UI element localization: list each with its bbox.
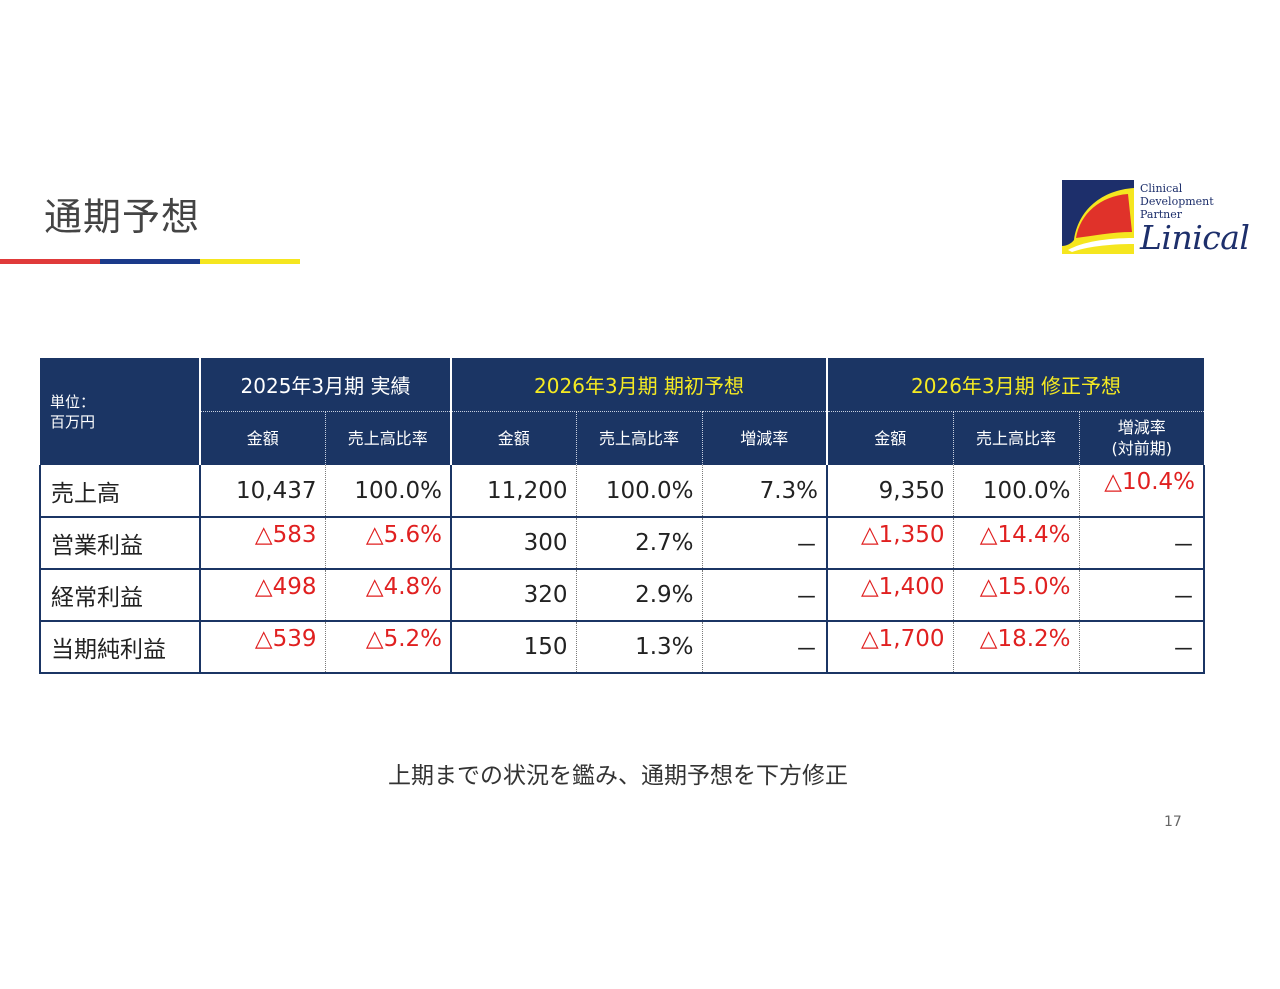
- logo-tagline-line: Clinical: [1140, 182, 1183, 195]
- table-cell: 10,437: [200, 465, 325, 518]
- subheader-change-rate: 増減率: [701, 411, 828, 465]
- table-cell: 100.0%: [324, 465, 452, 518]
- summary-comment: 上期までの状況を鑑み、通期予想を下方修正: [388, 763, 848, 789]
- logo-tagline-line: Development: [1140, 195, 1214, 208]
- table-subheader-row: 金額 売上高比率 金額 売上高比率 増減率 金額 売上高比率 増減率 (対前期): [40, 411, 1205, 465]
- table-cell: 11,200: [450, 465, 577, 518]
- table-cell: －: [1078, 517, 1206, 570]
- group-header-fy2025-actual: 2025年3月期 実績: [198, 358, 452, 412]
- row-label: 経常利益: [39, 569, 201, 622]
- subheader-sales-ratio: 売上高比率: [575, 411, 703, 465]
- logo-tagline-line: Partner: [1140, 208, 1182, 221]
- company-logo: Clinical Development Partner Linical: [1062, 180, 1262, 260]
- table-cell: 300: [450, 517, 577, 570]
- accent-red-segment: [0, 259, 100, 264]
- subheader-line: (対前期): [1111, 439, 1173, 459]
- table-cell: △15.0%: [952, 569, 1080, 622]
- subheader-change-rate-yoy: 増減率 (対前期): [1078, 411, 1205, 465]
- table-cell: －: [701, 517, 828, 570]
- title-accent-bar: [0, 259, 300, 264]
- table-row-operating-income: 営業利益 △583 △5.6% 300 2.7% － △1,350 △14.4%…: [39, 517, 1206, 570]
- unit-label-line: 百万円: [50, 412, 96, 431]
- page-number: 17: [1164, 814, 1182, 830]
- unit-label-line: 単位：: [50, 392, 96, 411]
- row-label: 営業利益: [39, 517, 201, 570]
- row-label: 売上高: [39, 465, 201, 518]
- slide-title: 通期予想: [44, 195, 201, 239]
- subheader-amount: 金額: [450, 411, 577, 465]
- table-cell: △10.4%: [1078, 465, 1206, 518]
- table-cell: △18.2%: [952, 621, 1080, 674]
- table-cell: △5.2%: [324, 621, 452, 674]
- table-row-net-sales: 売上高 10,437 100.0% 11,200 100.0% 7.3% 9,3…: [39, 465, 1206, 518]
- logo-tagline: Clinical Development Partner: [1140, 182, 1214, 221]
- table-cell: 9,350: [826, 465, 954, 518]
- table-cell: △1,400: [826, 569, 954, 622]
- subheader-amount: 金額: [826, 411, 954, 465]
- subheader-line: 増減率: [1117, 418, 1166, 438]
- table-cell: 2.7%: [575, 517, 703, 570]
- group-header-fy2026-revised-forecast: 2026年3月期 修正予想: [826, 358, 1205, 412]
- table-cell: △5.6%: [324, 517, 452, 570]
- accent-yellow-segment: [200, 259, 300, 264]
- table-cell: △4.8%: [324, 569, 452, 622]
- table-row-net-income: 当期純利益 △539 △5.2% 150 1.3% － △1,700 △18.2…: [39, 621, 1206, 674]
- table-cell: －: [701, 621, 828, 674]
- table-cell: △583: [200, 517, 325, 570]
- table-cell: －: [1078, 621, 1206, 674]
- table-group-header-row: 単位： 百万円 2025年3月期 実績 2026年3月期 期初予想 2026年3…: [40, 358, 1205, 465]
- logo-mark-icon: [1062, 180, 1134, 254]
- table-cell: 100.0%: [575, 465, 703, 518]
- table-cell: △498: [200, 569, 325, 622]
- table-cell: 1.3%: [575, 621, 703, 674]
- forecast-table: 単位： 百万円 2025年3月期 実績 2026年3月期 期初予想 2026年3…: [39, 358, 1206, 674]
- table-cell: －: [1078, 569, 1206, 622]
- subheader-sales-ratio: 売上高比率: [952, 411, 1080, 465]
- logo-wordmark: Linical: [1140, 218, 1250, 257]
- table-cell: △1,700: [826, 621, 954, 674]
- table-cell: △539: [200, 621, 325, 674]
- table-cell: △14.4%: [952, 517, 1080, 570]
- subheader-amount: 金額: [199, 411, 325, 465]
- table-cell: 2.9%: [575, 569, 703, 622]
- table-cell: △1,350: [826, 517, 954, 570]
- table-cell: 320: [450, 569, 577, 622]
- group-header-fy2026-initial-forecast: 2026年3月期 期初予想: [450, 358, 828, 412]
- accent-blue-segment: [100, 259, 200, 264]
- subheader-sales-ratio: 売上高比率: [324, 411, 452, 465]
- table-cell: －: [701, 569, 828, 622]
- unit-label: 単位： 百万円: [40, 358, 200, 465]
- row-label: 当期純利益: [39, 621, 201, 674]
- table-row-ordinary-income: 経常利益 △498 △4.8% 320 2.9% － △1,400 △15.0%…: [39, 569, 1206, 622]
- table-cell: 150: [450, 621, 577, 674]
- table-cell: 100.0%: [952, 465, 1080, 518]
- table-cell: 7.3%: [701, 465, 828, 518]
